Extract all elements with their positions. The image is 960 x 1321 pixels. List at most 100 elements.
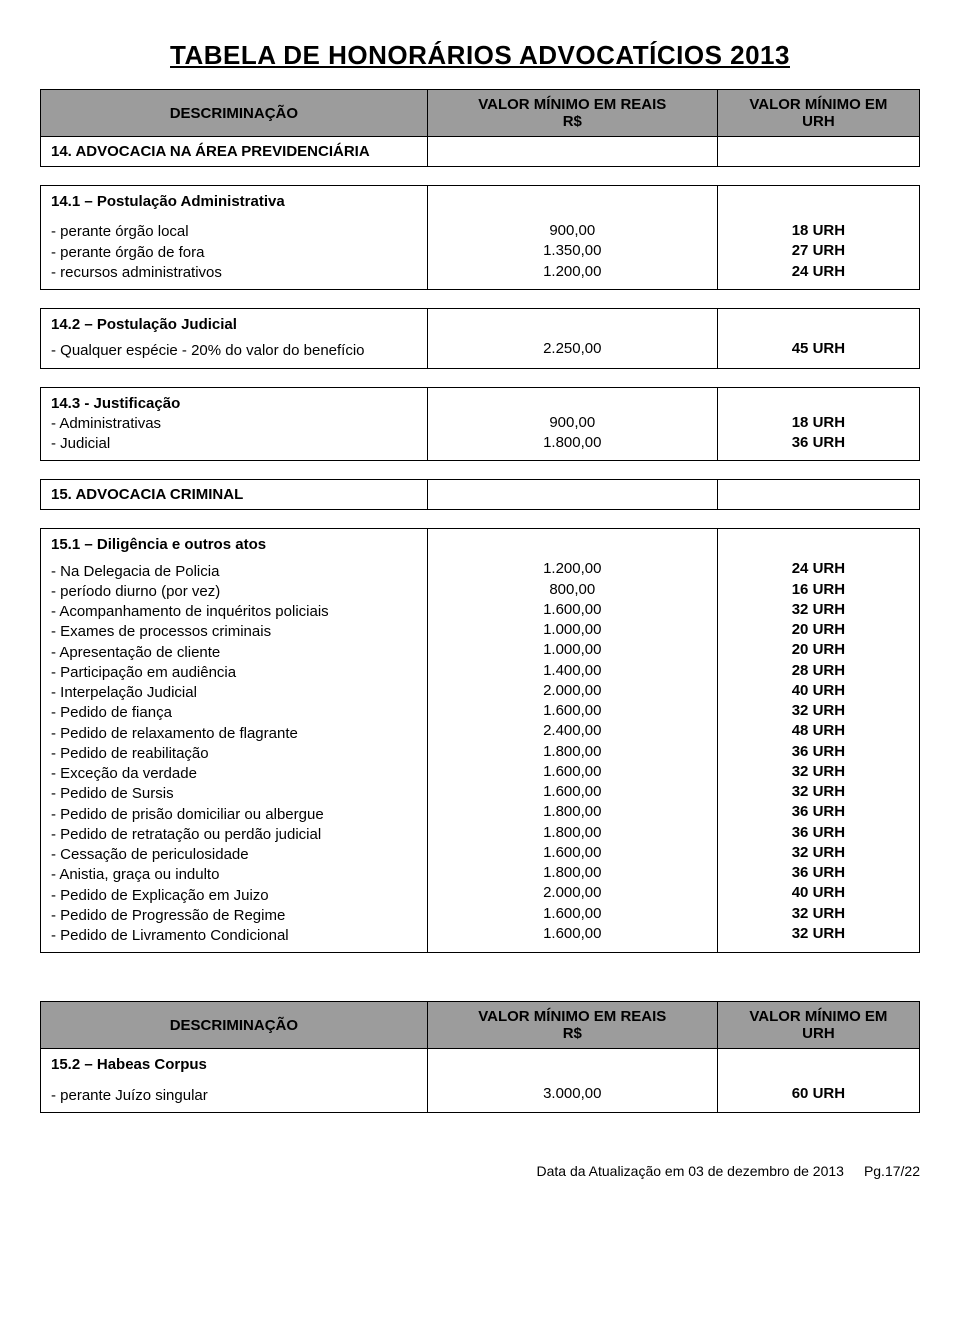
- list-item: - Interpelação Judicial: [51, 683, 417, 703]
- section-14-1-title: 14.1 – Postulação Administrativa: [51, 192, 417, 212]
- value: 1.600,00: [438, 701, 707, 721]
- urh-value: 24 URH: [728, 559, 909, 579]
- urh-value: 32 URH: [728, 762, 909, 782]
- urh-value: 45 URH: [728, 339, 909, 359]
- urh-value: 32 URH: [728, 701, 909, 721]
- section-14-3-table: 14.3 - Justificação - Administrativas - …: [40, 387, 920, 462]
- value: 800,00: [438, 580, 707, 600]
- col-header-desc-2: DESCRIMINAÇÃO: [41, 1002, 428, 1049]
- value: 2.400,00: [438, 721, 707, 741]
- value: 1.200,00: [438, 559, 707, 579]
- list-item: - Pedido de fiança: [51, 703, 417, 723]
- col-header-val: VALOR MÍNIMO EM REAIS R$: [427, 90, 717, 137]
- page-title: TABELA DE HONORÁRIOS ADVOCATÍCIOS 2013: [40, 40, 920, 71]
- value: 1.350,00: [438, 241, 707, 261]
- section-14-3-urh: 18 URH 36 URH: [717, 387, 919, 461]
- urh-value: 32 URH: [728, 924, 909, 944]
- list-item: - Na Delegacia de Policia: [51, 562, 417, 582]
- value: 900,00: [438, 221, 707, 241]
- value: 2.000,00: [438, 681, 707, 701]
- value: 1.800,00: [438, 742, 707, 762]
- col-header-desc: DESCRIMINAÇÃO: [41, 90, 428, 137]
- footer-page-number: Pg.17/22: [864, 1163, 920, 1179]
- list-item: - Acompanhamento de inquéritos policiais: [51, 602, 417, 622]
- urh-value: 27 URH: [728, 241, 909, 261]
- value: 1.600,00: [438, 924, 707, 944]
- section-15-2-title: 15.2 – Habeas Corpus: [51, 1055, 417, 1075]
- section-14-3-desc: 14.3 - Justificação - Administrativas - …: [41, 387, 428, 461]
- list-item: - recursos administrativos: [51, 263, 417, 283]
- list-item: - Pedido de retratação ou perdão judicia…: [51, 825, 417, 845]
- value: 1.400,00: [438, 661, 707, 681]
- list-item: - Administrativas: [51, 414, 417, 434]
- col-header-val-2: VALOR MÍNIMO EM REAIS R$: [427, 1002, 717, 1049]
- urh-value: 20 URH: [728, 640, 909, 660]
- list-item: - Anistia, graça ou indulto: [51, 865, 417, 885]
- list-item: - Judicial: [51, 434, 417, 454]
- list-item: - Pedido de relaxamento de flagrante: [51, 724, 417, 744]
- section-15-table: 15. ADVOCACIA CRIMINAL: [40, 479, 920, 510]
- value: 1.800,00: [438, 823, 707, 843]
- value: 1.600,00: [438, 762, 707, 782]
- empty-cell: [717, 480, 919, 510]
- urh-value: 36 URH: [728, 433, 909, 453]
- urh-value: 36 URH: [728, 802, 909, 822]
- list-item: - Pedido de Explicação em Juizo: [51, 886, 417, 906]
- section-14-2-values: 2.250,00: [427, 309, 717, 369]
- section-14-3-title: 14.3 - Justificação: [51, 394, 417, 414]
- list-item: - perante órgão de fora: [51, 243, 417, 263]
- urh-value: 32 URH: [728, 782, 909, 802]
- value: 2.000,00: [438, 883, 707, 903]
- section-14-3-values: 900,00 1.800,00: [427, 387, 717, 461]
- value: 1.800,00: [438, 863, 707, 883]
- value: 1.600,00: [438, 782, 707, 802]
- empty-cell: [427, 137, 717, 167]
- section-14-1-values: 900,00 1.350,00 1.200,00: [427, 186, 717, 290]
- urh-value: 40 URH: [728, 681, 909, 701]
- list-item: - Apresentação de cliente: [51, 643, 417, 663]
- section-15-1-values: 1.200,00 800,00 1.600,00 1.000,00 1.000,…: [427, 529, 717, 953]
- urh-value: 28 URH: [728, 661, 909, 681]
- urh-value: 60 URH: [728, 1084, 909, 1104]
- urh-value: 40 URH: [728, 883, 909, 903]
- section-14-1-table: 14.1 – Postulação Administrativa - peran…: [40, 185, 920, 290]
- empty-cell: [717, 137, 919, 167]
- section-14-title: 14. ADVOCACIA NA ÁREA PREVIDENCIÁRIA: [41, 137, 428, 167]
- list-item: - Pedido de Livramento Condicional: [51, 926, 417, 946]
- value: 1.800,00: [438, 802, 707, 822]
- urh-value: 48 URH: [728, 721, 909, 741]
- list-item: - Pedido de prisão domiciliar ou albergu…: [51, 805, 417, 825]
- section-14-1-desc: 14.1 – Postulação Administrativa - peran…: [41, 186, 428, 290]
- page-footer: Data da Atualização em 03 de dezembro de…: [40, 1163, 920, 1179]
- urh-value: 20 URH: [728, 620, 909, 640]
- urh-value: 32 URH: [728, 600, 909, 620]
- value: 900,00: [438, 413, 707, 433]
- list-item: - Exames de processos criminais: [51, 622, 417, 642]
- footer-date: Data da Atualização em 03 de dezembro de…: [537, 1163, 844, 1179]
- section-15-1-title: 15.1 – Diligência e outros atos: [51, 535, 417, 555]
- list-item: - Exceção da verdade: [51, 764, 417, 784]
- section-15-2-desc: 15.2 – Habeas Corpus - perante Juízo sin…: [41, 1049, 428, 1113]
- list-item: - Pedido de reabilitação: [51, 744, 417, 764]
- urh-value: 18 URH: [728, 413, 909, 433]
- value: 1.200,00: [438, 262, 707, 282]
- col-header-urh: VALOR MÍNIMO EM URH: [717, 90, 919, 137]
- value: 3.000,00: [438, 1084, 707, 1104]
- header-table-2: DESCRIMINAÇÃO VALOR MÍNIMO EM REAIS R$ V…: [40, 1001, 920, 1113]
- section-14-2-table: 14.2 – Postulação Judicial - Qualquer es…: [40, 308, 920, 369]
- section-14-2-desc: 14.2 – Postulação Judicial - Qualquer es…: [41, 309, 428, 369]
- section-15-title: 15. ADVOCACIA CRIMINAL: [41, 480, 428, 510]
- list-item: - Pedido de Progressão de Regime: [51, 906, 417, 926]
- list-item: - Qualquer espécie - 20% do valor do ben…: [51, 341, 417, 361]
- urh-value: 32 URH: [728, 843, 909, 863]
- urh-value: 16 URH: [728, 580, 909, 600]
- value: 2.250,00: [438, 339, 707, 359]
- section-15-1-table: 15.1 – Diligência e outros atos - Na Del…: [40, 528, 920, 953]
- list-item: - Cessação de periculosidade: [51, 845, 417, 865]
- value: 1.600,00: [438, 600, 707, 620]
- section-14-2-urh: 45 URH: [717, 309, 919, 369]
- section-15-1-desc: 15.1 – Diligência e outros atos - Na Del…: [41, 529, 428, 953]
- list-item: - perante Juízo singular: [51, 1086, 417, 1106]
- value: 1.000,00: [438, 640, 707, 660]
- list-item: - Pedido de Sursis: [51, 784, 417, 804]
